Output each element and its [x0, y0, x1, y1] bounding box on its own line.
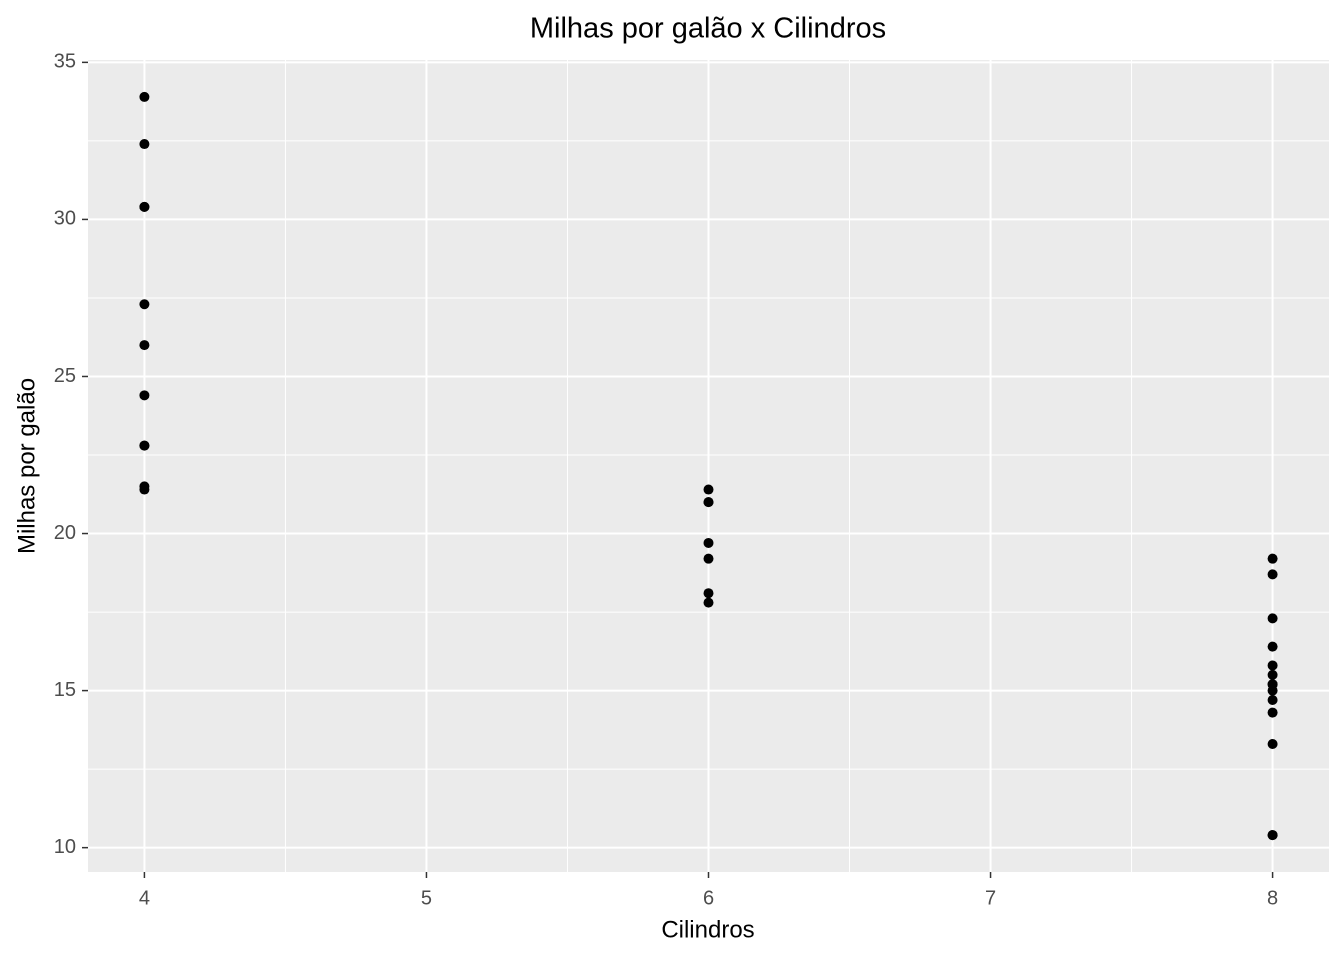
point: [139, 484, 150, 495]
point: [1267, 695, 1278, 706]
point: [1267, 613, 1278, 624]
x-tick-label: 7: [985, 887, 996, 909]
y-tick-label: 25: [54, 365, 76, 387]
point: [703, 553, 714, 564]
y-tick-label: 15: [54, 679, 76, 701]
point: [139, 91, 150, 102]
x-tick-label: 4: [139, 887, 150, 909]
y-tick-label: 30: [54, 208, 76, 230]
point: [139, 390, 150, 401]
point: [1267, 669, 1278, 680]
chart-title: Milhas por galão x Cilindros: [530, 13, 886, 45]
x-axis-label: Cilindros: [661, 916, 754, 943]
point: [139, 299, 150, 310]
point: [139, 440, 150, 451]
point: [703, 588, 714, 599]
point: [1267, 641, 1278, 652]
point: [703, 597, 714, 608]
point: [139, 139, 150, 150]
y-tick-label: 20: [54, 522, 76, 544]
point: [1267, 569, 1278, 580]
point: [139, 340, 150, 351]
point: [139, 201, 150, 212]
x-tick-label: 8: [1267, 887, 1278, 909]
point: [1267, 707, 1278, 718]
point: [1267, 830, 1278, 841]
point: [1267, 553, 1278, 564]
x-tick-label: 5: [421, 887, 432, 909]
x-tick-label: 6: [703, 887, 714, 909]
point: [703, 537, 714, 548]
y-tick-label: 10: [54, 836, 76, 858]
point: [1267, 738, 1278, 749]
y-axis-label: Milhas por galão: [13, 378, 40, 554]
point: [1267, 685, 1278, 696]
point: [703, 484, 714, 495]
point: [703, 497, 714, 508]
y-tick-label: 35: [54, 51, 76, 73]
point: [1267, 660, 1278, 671]
